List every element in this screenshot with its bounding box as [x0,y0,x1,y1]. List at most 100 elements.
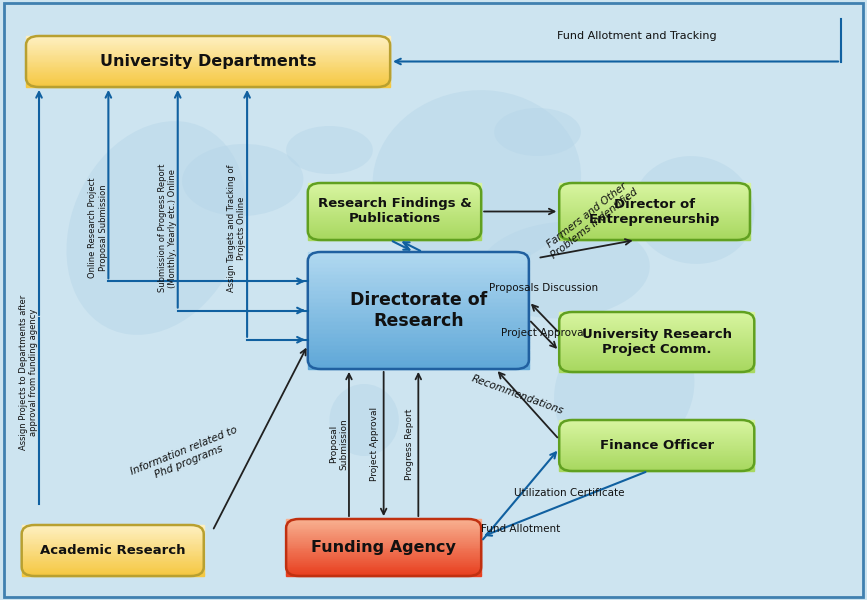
Bar [308,217,481,219]
Bar [308,212,481,214]
Bar [308,189,481,191]
Bar [286,561,481,563]
Bar [308,283,529,287]
Bar [559,332,754,334]
Bar [26,73,390,75]
Bar [286,557,481,559]
Bar [308,208,481,209]
Bar [308,307,529,311]
Bar [308,236,481,238]
Bar [26,36,390,38]
Bar [22,533,204,535]
Bar [308,223,481,225]
Bar [559,445,754,447]
Bar [559,368,754,370]
Bar [286,555,481,557]
Bar [559,328,754,330]
Bar [559,457,754,459]
Bar [559,344,754,346]
Bar [308,204,481,206]
Bar [22,564,204,566]
Bar [559,427,754,428]
Bar [559,432,754,434]
Bar [22,537,204,539]
Bar [559,437,754,439]
Bar [559,439,754,440]
Bar [308,271,529,275]
Bar [22,529,204,530]
Bar [559,354,754,356]
Bar [559,434,754,436]
Bar [559,219,750,221]
Bar [308,252,529,256]
Bar [559,452,754,454]
Bar [559,440,754,442]
Bar [559,314,754,316]
Bar [26,83,390,85]
Bar [286,570,481,572]
Bar [286,559,481,561]
Bar [308,314,529,318]
Bar [308,187,481,188]
Text: Submission of Progress Report
(Monthly, Yearly etc.) Online: Submission of Progress Report (Monthly, … [158,164,177,292]
Bar [22,562,204,564]
Bar [308,349,529,353]
Bar [286,530,481,532]
Bar [286,565,481,566]
Bar [308,260,529,263]
Ellipse shape [478,221,649,319]
Text: Farmers and Other
Problems Indentified: Farmers and Other Problems Indentified [542,178,640,261]
Bar [559,422,754,424]
Bar [286,563,481,565]
Bar [559,444,754,445]
Bar [26,82,390,83]
Bar [26,40,390,41]
Bar [26,68,390,70]
Bar [559,447,754,449]
Bar [286,527,481,529]
Bar [559,214,750,215]
Bar [26,41,390,43]
Bar [308,310,529,314]
Bar [308,334,529,338]
Bar [308,214,481,215]
Bar [308,361,529,365]
Bar [308,302,529,307]
Bar [559,442,754,444]
Text: Information related to
Phd programs: Information related to Phd programs [129,425,244,487]
Bar [22,532,204,533]
Bar [559,420,754,422]
Bar [559,464,754,466]
Bar [22,551,204,552]
Bar [286,532,481,534]
Bar [26,70,390,72]
Bar [26,75,390,77]
Bar [559,342,754,344]
Bar [22,540,204,542]
Bar [308,206,481,208]
Text: Progress Report: Progress Report [405,409,414,479]
Bar [559,196,750,198]
Bar [559,202,750,204]
Bar [559,193,750,194]
Bar [22,547,204,549]
Bar [26,44,390,46]
Bar [26,48,390,50]
Bar [308,357,529,361]
Bar [559,425,754,427]
Bar [22,545,204,547]
Bar [286,536,481,538]
Bar [559,456,754,457]
Bar [308,227,481,229]
Bar [308,338,529,341]
Bar [308,235,481,236]
Bar [308,200,481,202]
Text: University Research
Project Comm.: University Research Project Comm. [582,328,732,356]
Bar [308,346,529,349]
Bar [22,569,204,571]
Bar [559,326,754,328]
Bar [286,568,481,570]
Bar [308,185,481,187]
Bar [26,77,390,79]
Bar [286,521,481,523]
